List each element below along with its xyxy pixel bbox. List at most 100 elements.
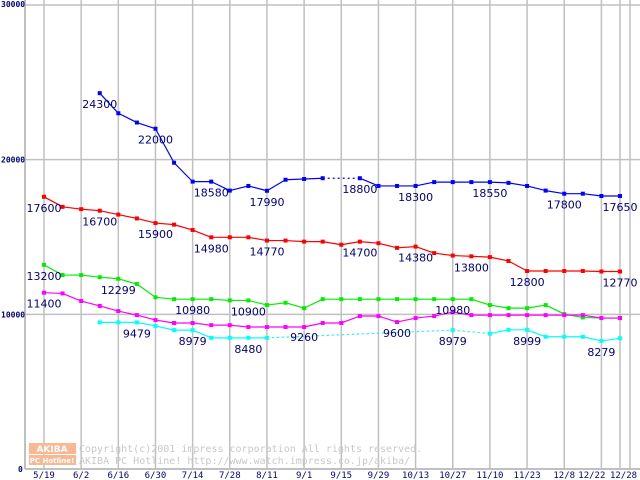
data-point <box>172 297 177 302</box>
series-segment <box>43 292 63 295</box>
data-point <box>246 335 251 340</box>
data-label: 13800 <box>454 261 489 274</box>
data-point <box>506 313 511 318</box>
data-point <box>562 269 567 274</box>
series-lines <box>42 91 622 343</box>
data-label: 14380 <box>398 252 433 265</box>
data-label: 17800 <box>547 199 582 212</box>
data-point <box>580 313 585 318</box>
data-point <box>543 303 548 308</box>
data-point <box>116 309 121 314</box>
data-label: 14770 <box>249 246 284 259</box>
y-tick-label: 20000 <box>1 156 25 165</box>
series-segment <box>415 181 435 187</box>
data-point <box>450 310 455 315</box>
series-segment <box>248 236 268 242</box>
data-point <box>153 318 158 323</box>
series-segment <box>341 315 361 324</box>
series-segment <box>99 92 119 114</box>
series-segment <box>136 314 156 321</box>
series-segment <box>378 315 398 323</box>
series-segment <box>248 185 268 192</box>
series-segment <box>136 321 156 327</box>
series-segment <box>154 128 175 164</box>
url-line: AKIBA PC Hotline! http://www.watch.impre… <box>79 456 410 467</box>
data-point <box>79 207 84 212</box>
series-segment <box>192 322 212 326</box>
data-point <box>209 335 214 340</box>
data-point <box>580 334 585 339</box>
series-blue <box>97 91 622 199</box>
series-segment <box>155 325 175 331</box>
data-point <box>172 328 177 333</box>
series-segment <box>378 242 398 249</box>
data-label: 10900 <box>231 305 266 318</box>
data-point <box>172 222 177 227</box>
series-segment <box>452 254 472 257</box>
series-segment <box>62 206 82 210</box>
data-label: 9260 <box>290 331 318 344</box>
data-point <box>432 180 437 185</box>
data-point <box>246 298 251 303</box>
data-point <box>469 180 474 185</box>
series-segment <box>396 317 416 323</box>
x-tick-label: 6/30 <box>145 471 167 480</box>
data-point <box>264 303 269 308</box>
data-point <box>153 221 158 226</box>
series-segment <box>508 182 528 187</box>
y-tick-label: 30000 <box>1 0 25 9</box>
data-point <box>599 194 604 199</box>
series-segment <box>43 196 63 208</box>
data-point <box>339 242 344 247</box>
data-point <box>134 313 139 318</box>
series-segment <box>192 229 212 238</box>
series-segment <box>545 190 565 195</box>
series-segment <box>81 208 100 212</box>
data-label: 9600 <box>383 327 411 340</box>
data-point <box>227 335 232 340</box>
data-point <box>79 273 84 278</box>
x-tick-label: 5/19 <box>33 471 55 480</box>
data-point <box>580 315 585 320</box>
x-tick-label: 10/13 <box>402 471 429 480</box>
x-tick-label: 11/10 <box>476 471 503 480</box>
series-segment <box>285 302 305 309</box>
data-point <box>209 179 214 184</box>
series-segment <box>545 304 565 315</box>
data-labels: 24300 22000 18580 17990 18800 18300 18550 17800… <box>27 98 638 359</box>
series-segment <box>99 305 119 312</box>
data-point <box>134 216 139 221</box>
data-point <box>543 269 548 274</box>
data-point <box>134 120 139 125</box>
data-label: 8979 <box>179 335 207 348</box>
data-point <box>246 235 251 240</box>
data-point <box>506 258 511 263</box>
data-point <box>134 282 139 287</box>
data-point <box>357 314 362 319</box>
data-point <box>580 191 585 196</box>
series-segment <box>285 239 305 243</box>
series-segment <box>304 177 323 180</box>
series-segment <box>434 311 453 317</box>
data-point <box>395 297 400 302</box>
data-label: 17650 <box>602 201 637 214</box>
data-point <box>357 239 362 244</box>
data-label: 10980 <box>175 304 210 317</box>
data-point <box>209 235 214 240</box>
x-tick-label: 12/8 <box>553 471 575 480</box>
data-point <box>357 297 362 302</box>
series-segment <box>489 181 509 184</box>
data-label: 9479 <box>123 327 151 340</box>
data-point <box>580 269 585 274</box>
data-point <box>487 331 492 336</box>
data-point <box>209 297 214 302</box>
series-segment <box>173 224 193 231</box>
data-label: 12800 <box>510 276 545 289</box>
data-point <box>450 328 455 333</box>
logo-top-box <box>29 443 76 454</box>
series-segment <box>229 185 249 192</box>
data-point <box>283 325 288 330</box>
series-segment <box>192 329 212 339</box>
x-tick-label: 7/14 <box>182 471 204 480</box>
